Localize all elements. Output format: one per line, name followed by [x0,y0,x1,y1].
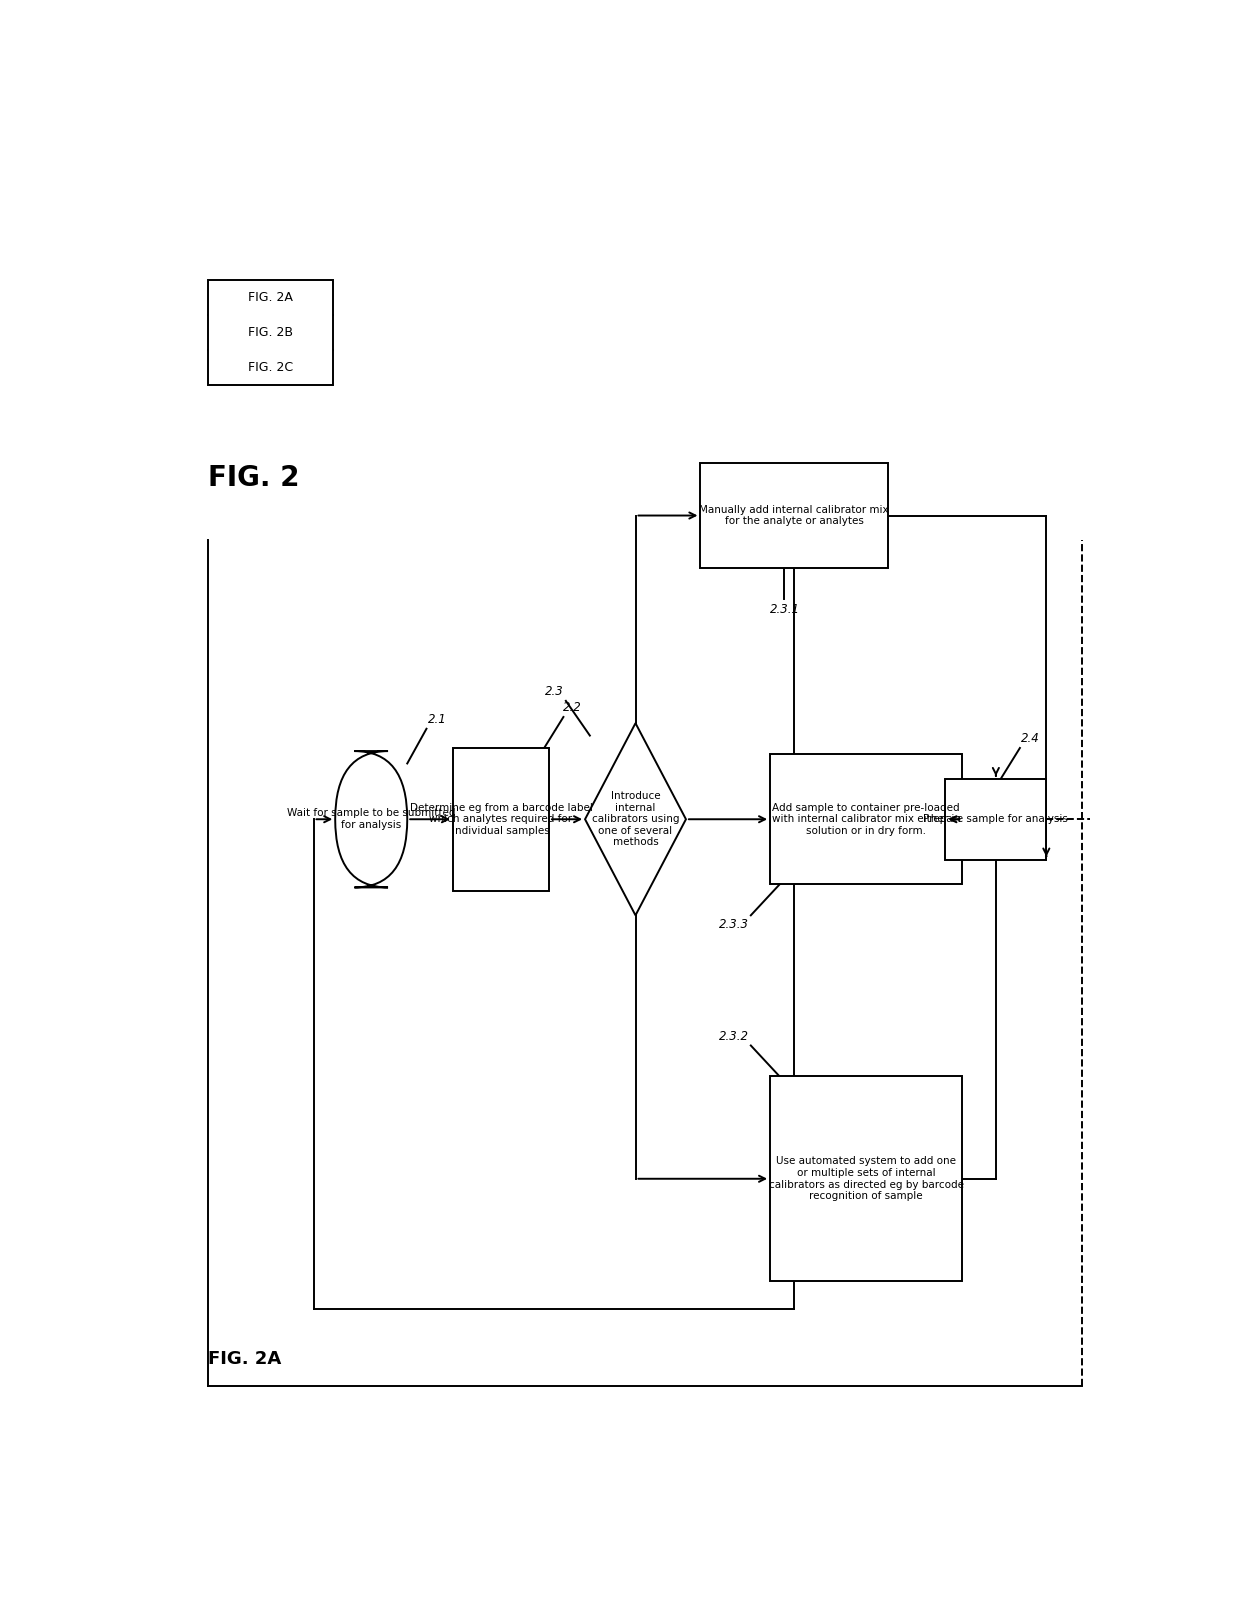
Text: Manually add internal calibrator mix
for the analyte or analytes: Manually add internal calibrator mix for… [699,504,889,526]
Bar [453,749,549,890]
Bar [945,779,1047,860]
Text: Add sample to container pre-loaded
with internal calibrator mix either in
soluti: Add sample to container pre-loaded with … [771,803,961,836]
Text: FIG. 2: FIG. 2 [208,464,299,493]
Bar [770,753,962,884]
Text: Use automated system to add one
or multiple sets of internal
calibrators as dire: Use automated system to add one or multi… [769,1156,963,1201]
Text: 2.4: 2.4 [1021,733,1039,745]
Bar [701,462,888,568]
Polygon shape [585,723,686,916]
Text: 2.3.2: 2.3.2 [719,1030,749,1043]
Text: 2.2: 2.2 [563,702,582,715]
FancyBboxPatch shape [335,750,407,887]
Bar [208,280,332,385]
Text: FIG. 2C: FIG. 2C [248,361,293,374]
Text: FIG. 2B: FIG. 2B [248,327,293,340]
Text: Introduce
internal
calibrators using
one of several
methods: Introduce internal calibrators using one… [591,791,680,847]
Text: Determine eg from a barcode label
which analytes required for
individual samples: Determine eg from a barcode label which … [409,803,593,836]
Bar [770,1077,962,1282]
Text: FIG. 2A: FIG. 2A [248,291,293,304]
Text: Wait for sample to be submitted
for analysis: Wait for sample to be submitted for anal… [286,808,455,831]
Text: 2.1: 2.1 [428,713,448,726]
Text: Prepare sample for analysis: Prepare sample for analysis [924,815,1069,824]
Text: 2.3.3: 2.3.3 [719,918,749,931]
Text: 2.3: 2.3 [546,686,564,699]
Text: FIG. 2A: FIG. 2A [208,1349,281,1367]
Text: 2.3.1: 2.3.1 [770,602,800,617]
